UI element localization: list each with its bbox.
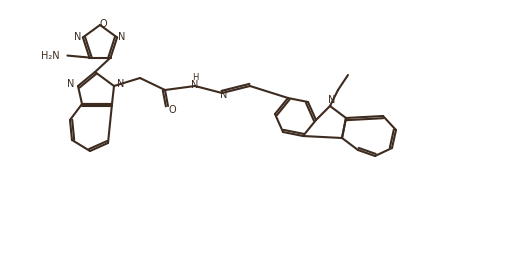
Text: H₂N: H₂N bbox=[41, 51, 60, 61]
Text: H: H bbox=[192, 72, 198, 82]
Text: N: N bbox=[117, 79, 125, 89]
Text: O: O bbox=[99, 19, 107, 29]
Text: N: N bbox=[191, 80, 199, 90]
Text: N: N bbox=[328, 95, 336, 105]
Text: N: N bbox=[74, 33, 81, 42]
Text: N: N bbox=[220, 90, 228, 100]
Text: N: N bbox=[67, 79, 75, 89]
Text: O: O bbox=[168, 105, 176, 115]
Text: N: N bbox=[119, 33, 126, 42]
